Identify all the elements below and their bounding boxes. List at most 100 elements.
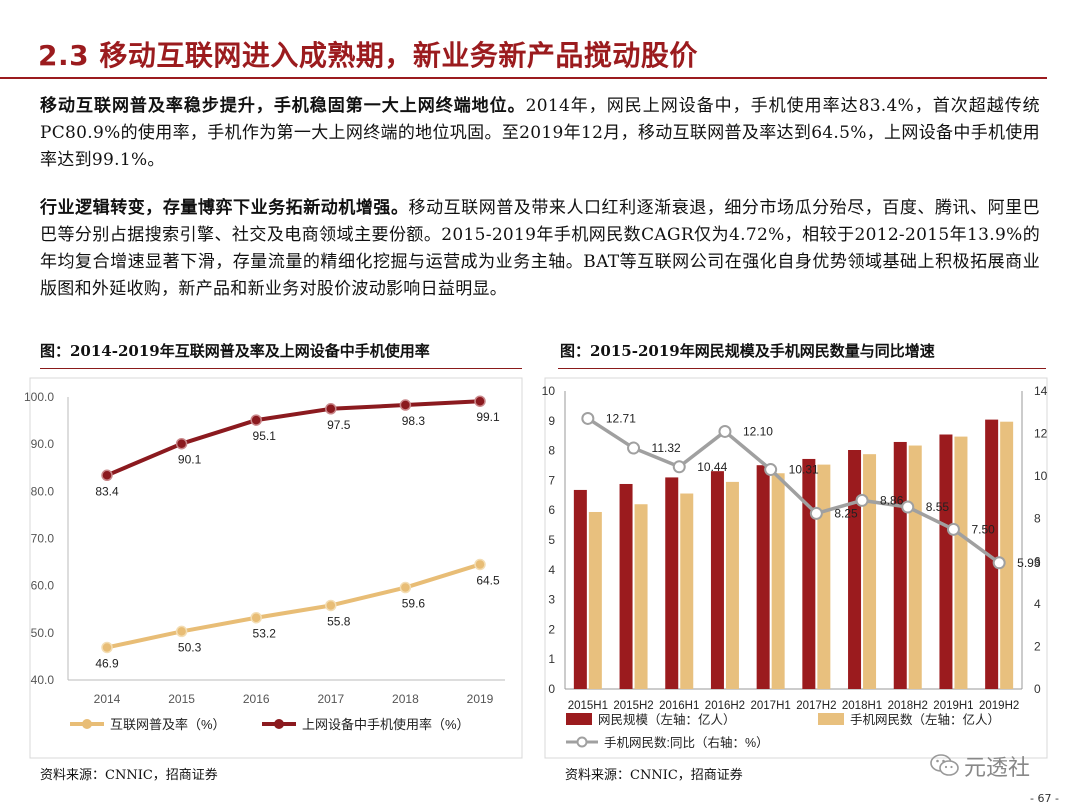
left-series-point	[474, 395, 486, 407]
right-growth-label: 10.44	[697, 460, 727, 474]
right-growth-point	[946, 522, 960, 536]
left-x-tick-label: 2016	[243, 692, 270, 706]
right-growth-point	[764, 463, 778, 477]
left-series-point	[101, 641, 113, 654]
right-x-tick-label: 2015H1	[568, 700, 608, 712]
right-growth-point	[672, 460, 686, 474]
right-legend-label-3: 手机网民数:同比（右轴：%）	[604, 735, 769, 750]
left-chart-divider	[40, 368, 522, 369]
right-growth-label: 8.86	[880, 493, 904, 507]
right-x-tick-label: 2017H1	[751, 700, 791, 712]
right-bar-2	[954, 436, 968, 689]
right-left-tick-label: 7	[548, 473, 555, 487]
right-legend-label-1: 网民规模（左轴：亿人）	[598, 712, 736, 727]
left-series-point	[250, 414, 262, 426]
left-data-label: 97.5	[327, 418, 351, 432]
left-data-label: 90.1	[178, 453, 202, 467]
right-right-tick-label: 14	[1034, 384, 1048, 398]
right-bar-2	[908, 445, 922, 689]
right-growth-label: 5.93	[1017, 556, 1041, 570]
left-series-point	[399, 581, 412, 594]
right-x-tick-label: 2016H2	[705, 700, 745, 712]
right-bar-2	[817, 464, 831, 689]
left-data-label: 55.8	[327, 614, 351, 628]
page-title: 2.3 移动互联网进入成熟期，新业务新产品搅动股价	[38, 39, 698, 72]
left-series-point	[175, 625, 188, 638]
right-legend-swatch-1	[566, 713, 592, 725]
right-bar-2	[1000, 421, 1014, 689]
left-x-tick-label: 2019	[467, 692, 494, 706]
right-bar-1	[848, 450, 862, 689]
left-data-label: 95.1	[253, 429, 277, 443]
left-y-tick-label: 40.0	[31, 673, 55, 687]
right-x-tick-label: 2019H2	[979, 700, 1019, 712]
paragraph-1-lead: 移动互联网普及率稳步提升，手机稳固第一大上网终端地位。	[40, 96, 526, 116]
right-growth-point	[855, 493, 869, 507]
right-right-tick-label: 10	[1034, 469, 1048, 483]
left-data-label: 46.9	[95, 656, 119, 670]
left-data-label: 98.3	[402, 414, 426, 428]
right-left-tick-label: 8	[548, 444, 555, 458]
right-bar-1	[802, 458, 816, 689]
right-x-tick-label: 2018H2	[888, 700, 928, 712]
right-growth-label: 8.25	[834, 506, 858, 520]
right-right-tick-label: 2	[1034, 639, 1041, 653]
left-series-line-1	[106, 562, 481, 650]
right-growth-label: 8.55	[926, 500, 950, 514]
left-series-point	[474, 558, 486, 571]
left-y-tick-label: 70.0	[31, 532, 55, 546]
left-y-tick-label: 60.0	[31, 579, 55, 593]
right-bar-1	[665, 477, 679, 689]
right-growth-point	[718, 424, 732, 438]
left-series-point	[175, 437, 188, 450]
right-left-tick-label: 10	[542, 384, 556, 398]
right-growth-label: 12.71	[606, 411, 636, 425]
right-right-tick-label: 4	[1034, 597, 1041, 611]
right-growth-label: 10.31	[789, 463, 819, 477]
left-y-tick-label: 50.0	[31, 626, 55, 640]
right-bar-1	[893, 441, 907, 689]
left-legend-marker	[82, 719, 92, 729]
right-growth-point	[809, 506, 823, 520]
left-data-label: 59.6	[402, 597, 426, 611]
left-data-label: 53.2	[253, 627, 277, 641]
right-left-tick-label: 3	[548, 593, 555, 607]
right-growth-point	[627, 441, 641, 455]
right-bar-1	[573, 489, 587, 689]
right-left-tick-label: 4	[548, 563, 555, 577]
right-growth-point	[581, 411, 595, 425]
right-x-tick-label: 2015H2	[613, 700, 653, 712]
paragraph-1-body: 2014年，网民上网设备中，手机使用率达83.4%，首次超越传统PC80.9%的…	[40, 96, 1040, 170]
right-growth-label: 11.32	[652, 441, 681, 455]
left-x-tick-label: 2018	[392, 692, 419, 706]
right-x-tick-label: 2019H1	[933, 700, 973, 712]
right-chart-title: 图：2015-2019年网民规模及手机网民数量与同比增速	[560, 342, 935, 360]
right-left-tick-label: 2	[548, 622, 555, 636]
right-left-tick-label: 6	[548, 503, 555, 517]
right-growth-label: 7.50	[971, 522, 995, 536]
right-chart-divider	[558, 368, 1046, 369]
right-bar-1	[710, 471, 724, 689]
right-chart-source: 资料来源：CNNIC，招商证券	[565, 768, 743, 783]
right-bar-1	[939, 434, 953, 689]
right-bar-2	[863, 454, 877, 689]
right-left-tick-label: 1	[548, 652, 555, 666]
right-bar-2	[680, 493, 694, 689]
right-right-tick-label: 0	[1034, 682, 1041, 696]
left-legend-marker	[274, 719, 284, 729]
right-right-tick-label: 6	[1034, 554, 1041, 568]
paragraph-1: 移动互联网普及率稳步提升，手机稳固第一大上网终端地位。2014年，网民上网设备中…	[40, 93, 1040, 174]
paragraph-2-body: 移动互联网普及带来人口红利逐渐衰退，细分市场瓜分殆尽，百度、腾讯、阿里巴巴等分别…	[40, 198, 1040, 299]
right-bar-1	[985, 419, 999, 689]
right-legend-swatch-2	[818, 713, 844, 725]
right-growth-point	[901, 500, 915, 514]
right-right-tick-label: 12	[1034, 427, 1048, 441]
left-x-tick-label: 2014	[94, 692, 121, 706]
left-data-label: 64.5	[476, 573, 500, 587]
right-legend-label-2: 手机网民数（左轴：亿人）	[850, 712, 1000, 727]
right-bar-2	[588, 511, 602, 689]
left-legend-label: 互联网普及率（%）	[110, 717, 226, 732]
left-x-tick-label: 2015	[168, 692, 195, 706]
paragraph-2: 行业逻辑转变，存量博弈下业务拓新动机增强。移动互联网普及带来人口红利逐渐衰退，细…	[40, 195, 1040, 303]
